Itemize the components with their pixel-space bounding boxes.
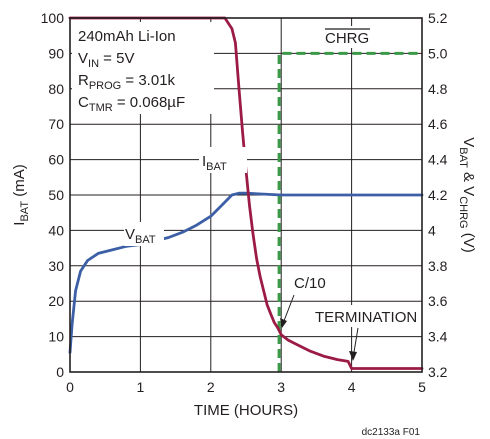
- x-tick-label: 3: [277, 379, 285, 395]
- y-left-tick-label: 30: [48, 258, 64, 274]
- y-left-tick-label: 10: [48, 329, 64, 345]
- y-right-tick-label: 4.4: [428, 152, 448, 168]
- condition-rprog: RPROG = 3.01k: [78, 72, 176, 92]
- y-left-tick-label: 50: [48, 187, 64, 203]
- annotation-c10: C/10: [280, 270, 338, 328]
- label-ibat: IBAT: [199, 147, 247, 173]
- termination-arrow-head: [349, 351, 357, 361]
- y-right-tick-label: 4.6: [428, 116, 448, 132]
- annotation-c10-text: C/10: [294, 275, 326, 292]
- y-right-tick-label: 5.2: [428, 10, 448, 26]
- c10-arrow-head: [280, 318, 287, 328]
- y-left-tick-label: 80: [48, 81, 64, 97]
- y-left-tick-label: 0: [56, 364, 64, 380]
- x-tick-label: 1: [137, 379, 145, 395]
- series-label-ibat: IBAT: [202, 153, 227, 173]
- plot-frame: [69, 17, 423, 373]
- condition-battery: 240mAh Li-Ion: [78, 28, 176, 45]
- x-tick-label: 5: [418, 379, 426, 395]
- conditions-box: 240mAh Li-Ion VIN = 5V RPROG = 3.01k CTM…: [72, 22, 214, 114]
- y-axis-left-title: IBAT (mA): [11, 164, 31, 225]
- x-tick-label: 0: [66, 379, 74, 395]
- condition-ctmr: CTMR = 0.068µF: [78, 94, 185, 114]
- vbat-line: [68, 191, 424, 354]
- y-right-tick-label: 4: [428, 222, 436, 238]
- y-left-tick-label: 20: [48, 293, 64, 309]
- y-right-tick-label: 3.8: [428, 258, 448, 274]
- y-left-tick-label: 60: [48, 152, 64, 168]
- series-label-vbat: VBAT: [125, 226, 156, 246]
- y-axis-right-title: VBAT & VCHRG (V): [457, 137, 477, 253]
- x-tick-label: 2: [207, 379, 215, 395]
- y-right-tick-label: 4.8: [428, 81, 448, 97]
- y-left-tick-label: 40: [48, 222, 64, 238]
- x-tick-label: 4: [348, 379, 356, 395]
- chrg-line: [277, 51, 422, 372]
- label-chrg: CHRG: [320, 26, 378, 48]
- annotation-termination-text: TERMINATION: [315, 309, 417, 326]
- series-label-chrg: CHRG: [325, 30, 369, 47]
- y-right-tick-label: 3.6: [428, 293, 448, 309]
- condition-vin: VIN = 5V: [78, 50, 134, 70]
- y-right-tick-label: 4.2: [428, 187, 448, 203]
- y-right-tick-label: 3.2: [428, 364, 448, 380]
- tick-labels: 0 1 2 3 4 501020304050607080901003.23.43.63.8…: [41, 10, 448, 395]
- y-left-tick-label: 70: [48, 116, 64, 132]
- y-left-tick-label: 90: [48, 45, 64, 61]
- y-right-tick-label: 5.0: [428, 45, 448, 61]
- y-right-tick-label: 3.4: [428, 329, 448, 345]
- label-vbat: VBAT: [124, 222, 164, 246]
- annotation-termination: TERMINATION: [313, 305, 417, 361]
- x-axis-title: TIME (HOURS): [194, 402, 298, 419]
- y-left-tick-label: 100: [41, 10, 65, 26]
- figure-footer: dc2133a F01: [362, 427, 421, 438]
